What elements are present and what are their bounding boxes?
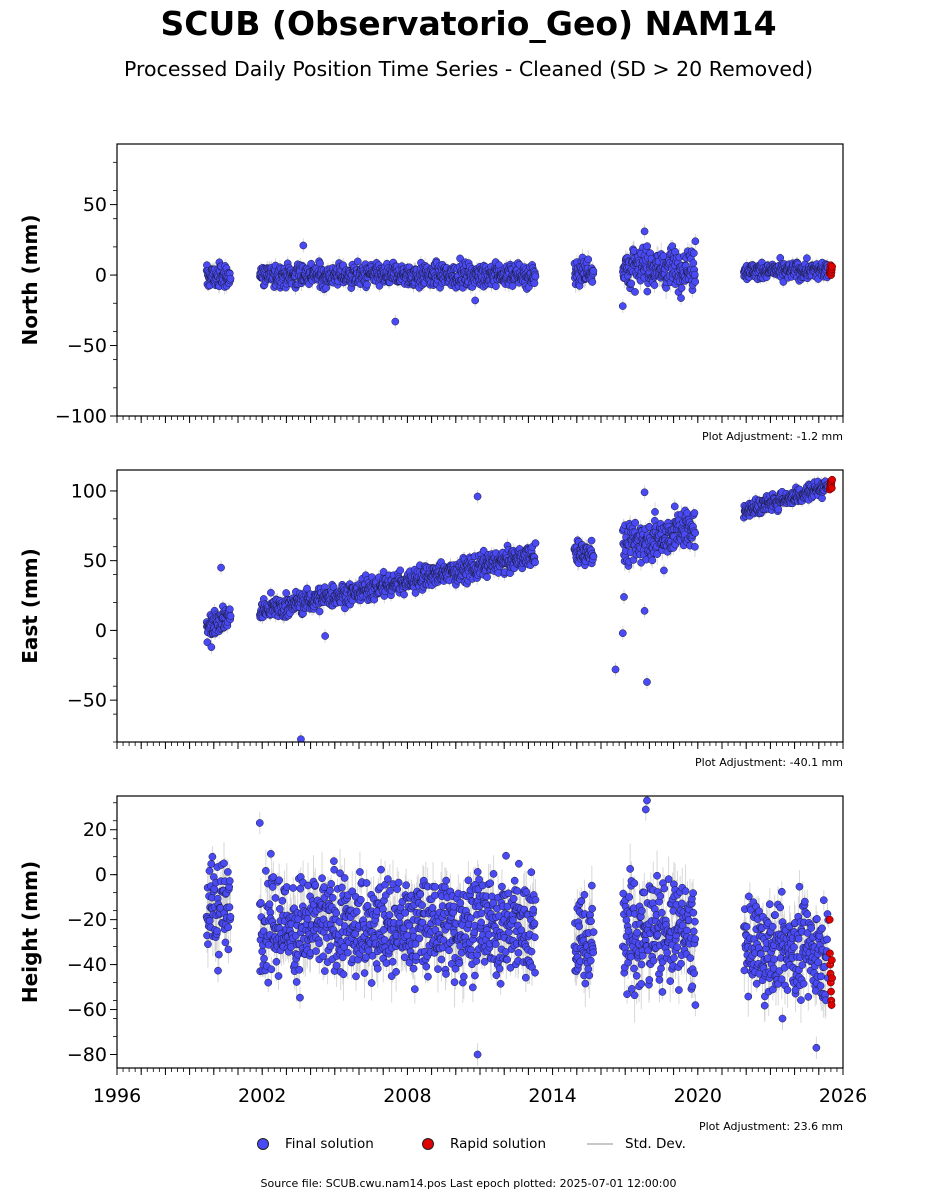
plot-area	[202, 475, 836, 742]
y-tick-label: −50	[67, 335, 107, 357]
final-point	[689, 259, 698, 267]
final-point	[589, 267, 598, 275]
final-point	[363, 280, 371, 289]
chart-subtitle: Processed Daily Position Time Series - C…	[124, 57, 813, 81]
final-point	[691, 277, 700, 286]
panel-north: −100 −50 0 50 North (mm) Plot Adjustment: -1.…	[18, 143, 844, 443]
final-point	[379, 568, 388, 576]
final-point	[677, 284, 686, 292]
final-point	[618, 302, 627, 310]
final-point	[353, 257, 362, 266]
final-point	[689, 249, 698, 258]
final-point	[303, 584, 311, 593]
final-point	[691, 237, 700, 246]
final-point	[643, 242, 651, 251]
final-point	[677, 294, 685, 302]
final-point	[411, 589, 420, 597]
final-point	[643, 287, 652, 296]
y-tick-label: 0	[95, 265, 107, 287]
final-point	[531, 272, 540, 281]
final-point	[400, 590, 408, 599]
final-point	[640, 227, 649, 236]
final-point	[627, 279, 636, 288]
final-point	[226, 612, 235, 620]
y-tick-label: 50	[83, 194, 107, 216]
final-point	[396, 566, 405, 575]
plot-area	[202, 224, 836, 329]
final-point	[226, 274, 235, 283]
final-point	[588, 278, 597, 286]
final-point	[803, 254, 811, 263]
final-point	[282, 589, 291, 597]
final-point	[530, 279, 539, 288]
final-point	[299, 241, 308, 250]
final-point	[508, 282, 517, 290]
y-axis-label: North (mm)	[18, 214, 42, 345]
final-point	[631, 288, 639, 296]
final-point	[471, 296, 480, 305]
final-point	[315, 607, 324, 616]
rapid-point	[828, 262, 836, 271]
final-point	[391, 317, 400, 326]
final-point	[492, 282, 500, 291]
final-point	[267, 588, 275, 597]
y-tick-label: −100	[55, 406, 107, 428]
final-point	[650, 281, 659, 289]
plot-adjustment-note: Plot Adjustment: -1.2 mm	[702, 430, 843, 443]
chart-title: SCUB (Observatorio_Geo) NAM14	[160, 4, 777, 43]
final-point	[584, 255, 593, 264]
final-point	[225, 605, 234, 614]
final-point	[690, 270, 699, 279]
